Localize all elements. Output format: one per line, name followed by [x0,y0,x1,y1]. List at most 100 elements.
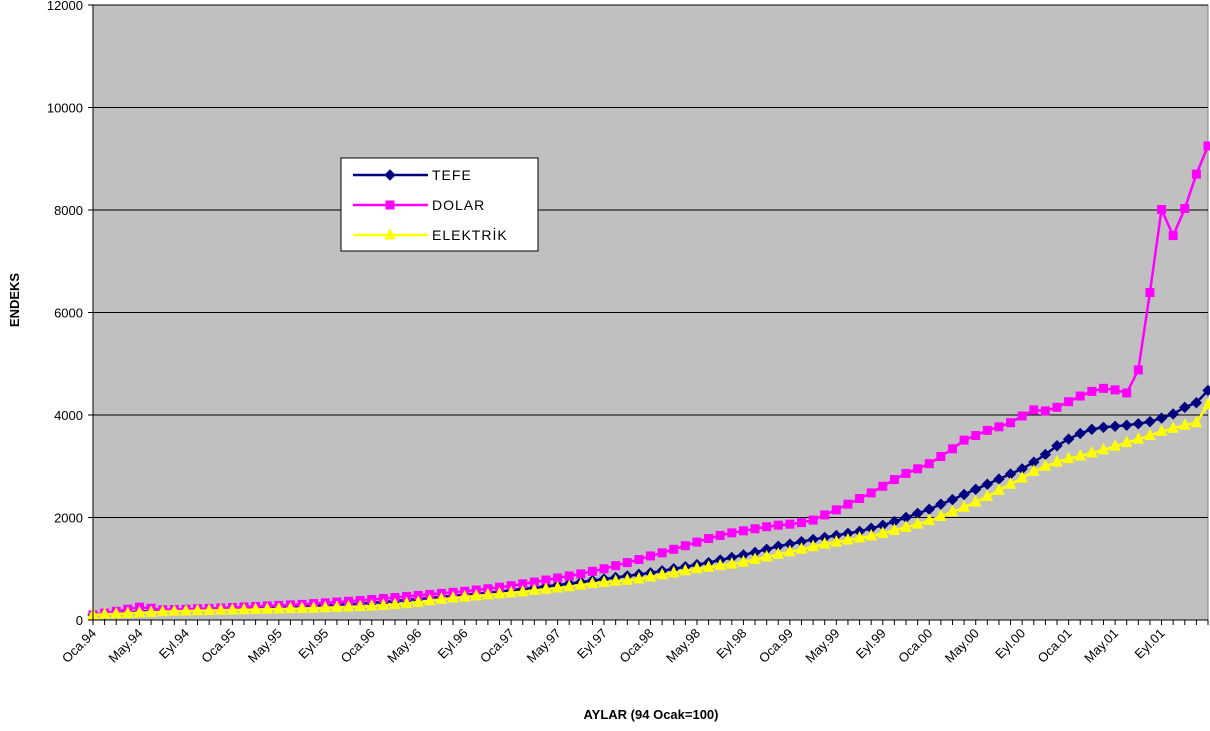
data-point [458,589,471,602]
data-point [342,599,355,612]
data-point [389,597,401,610]
data-point [563,579,576,592]
data-point [447,590,459,603]
data-point [1006,418,1016,428]
data-point [644,569,657,582]
data-point [667,565,680,578]
x-tick-label: May.98 [663,626,703,666]
data-point [621,573,634,585]
data-point [669,544,679,554]
data-point [935,498,947,510]
x-tick-label: May.99 [802,626,842,666]
data-point [971,431,981,440]
data-point [913,464,923,474]
data-point [1157,204,1167,214]
legend-label: TEFE [432,167,472,183]
data-point [773,520,783,530]
data-point [808,515,818,525]
x-tick-label: Eyl.01 [1132,626,1168,662]
x-tick-label: Eyl.94 [156,626,192,662]
data-point [702,560,715,572]
data-point [384,169,396,181]
x-tick-label: Eyl.97 [574,626,610,662]
data-point [273,601,285,614]
data-point [936,452,946,462]
data-point [1202,397,1210,410]
data-point [424,593,436,606]
data-point [646,551,655,561]
x-tick-label: Oca.00 [895,626,935,666]
data-point [1133,365,1143,375]
data-point [377,598,390,610]
data-point [1109,439,1121,451]
data-point [795,542,808,554]
data-point [715,530,725,540]
data-point [1122,388,1132,398]
data-point [679,563,692,576]
data-point [876,526,889,538]
data-point [1074,427,1086,440]
x-tick-label: Oca.96 [338,626,378,666]
data-point [866,488,876,498]
y-tick-label: 6000 [54,306,83,321]
data-point [1017,411,1027,421]
data-point [818,537,831,549]
data-point [611,561,621,571]
y-axis-title: ENDEKS [7,273,22,328]
data-point [946,504,959,517]
data-point [540,582,552,594]
data-point [1191,169,1201,179]
data-point [385,200,395,210]
x-tick-label: May.00 [942,626,982,666]
data-point [412,595,425,607]
data-point [1190,396,1203,409]
data-point [727,528,737,538]
x-tick-label: May.95 [245,626,285,666]
data-point [307,601,320,613]
data-point [575,578,587,590]
data-point [1180,203,1190,213]
data-point [598,575,610,587]
data-point [319,600,332,613]
data-point [947,444,957,454]
data-point [958,500,970,512]
data-point [365,599,378,611]
data-point [994,422,1004,432]
data-point [1168,231,1178,241]
data-point [98,607,111,619]
legend-item: ELEKTRİK [353,226,507,243]
data-point [156,604,169,617]
data-point [1120,419,1133,431]
data-point [634,555,644,565]
data-point [691,561,703,574]
data-point [296,601,308,613]
data-point [249,602,262,614]
legend-label: DOLAR [432,197,485,213]
data-point [331,600,343,612]
data-point [633,571,645,584]
data-point [435,592,448,604]
data-point [564,571,574,581]
data-point [888,523,901,535]
x-tick-label: Oca.97 [477,626,517,666]
data-point [482,587,494,600]
y-axis-ticks: 0 2000 4000 6000 8000 10000 12000 [47,0,93,628]
data-point [831,505,841,515]
x-tick-label: Oca.94 [59,626,99,666]
data-point [923,513,936,526]
data-point [1145,288,1155,298]
data-point [750,524,760,534]
data-point [551,580,564,593]
data-point [784,544,796,557]
data-point [1132,418,1145,430]
data-point [516,584,529,597]
data-point [704,534,714,544]
legend-item: TEFE [353,167,472,183]
data-point [762,522,772,532]
x-tick-label: Eyl.99 [853,626,889,662]
data-point [842,532,854,545]
data-point [958,488,970,501]
data-point [969,495,982,507]
data-point [1144,415,1156,428]
data-point [609,574,622,586]
